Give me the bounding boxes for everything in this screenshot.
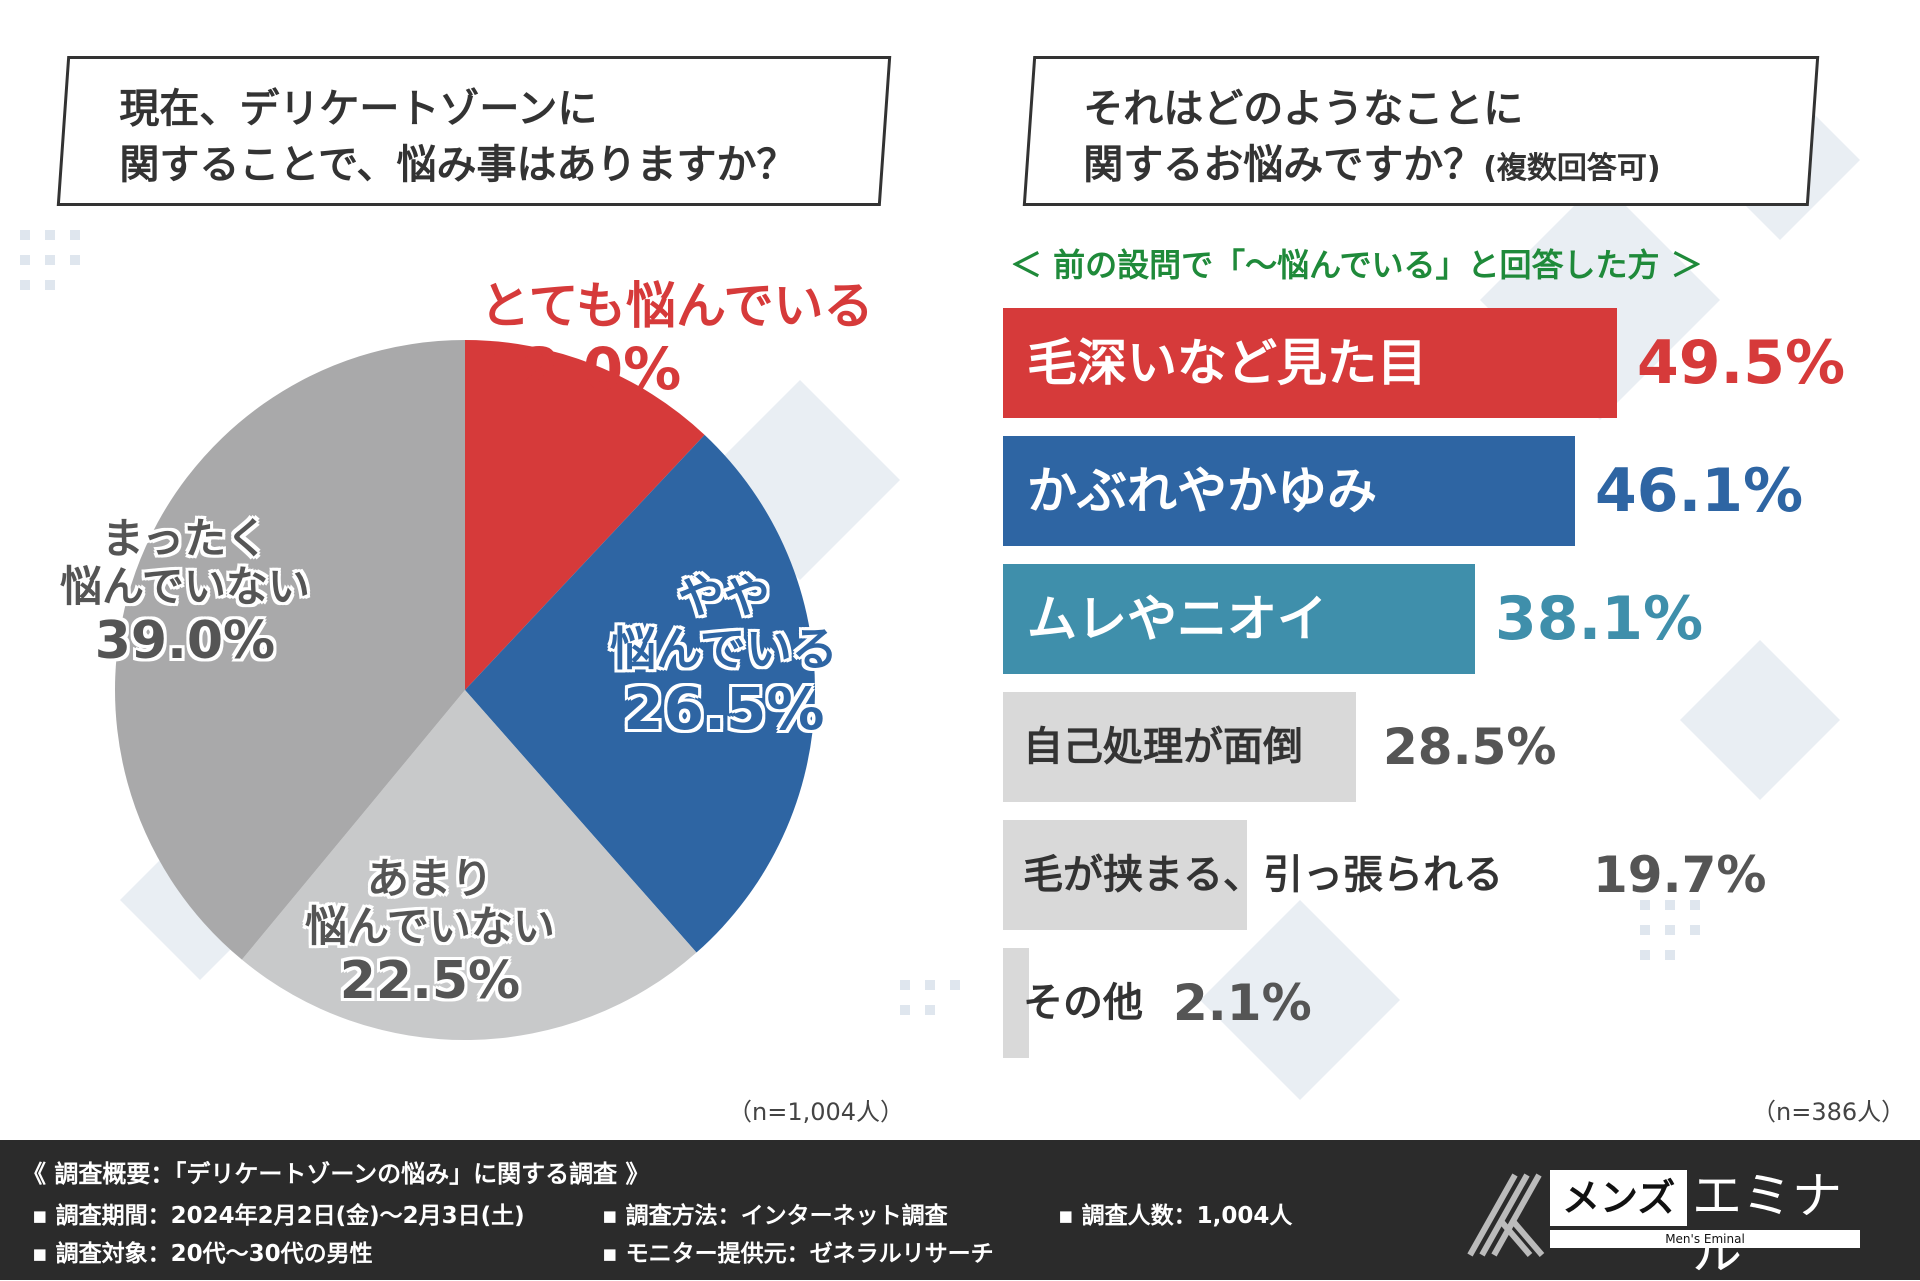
bar-n-note: （n=386人） (1752, 1098, 1906, 1126)
pie-label-text: まったく (101, 514, 269, 563)
logo-tagline: Men's Eminal (1550, 1230, 1860, 1248)
bar-label-3: 自己処理が面倒 (1023, 724, 1303, 770)
pie-label-text: やや (677, 569, 770, 623)
footer-count: ▪ 調査人数：1,004人 (1058, 1203, 1293, 1229)
bar-label-2: ムレやニオイ (1027, 590, 1327, 648)
bar-label-4: 毛が挟まる、引っ張られる (1023, 852, 1503, 898)
pie-label-text: 悩んでいない (60, 562, 310, 612)
left-question-line2: 関することで、悩み事はありますか？ (119, 142, 797, 188)
pie-percent: 12.0% (480, 334, 682, 403)
pie-chart (115, 340, 815, 1040)
pie-label-2: あまり 悩んでいない 22.5% (305, 854, 555, 1011)
pie-slice-1 (465, 434, 815, 953)
footer-period: ▪ 調査期間：2024年2月2日(金)～2月3日(土) (32, 1203, 525, 1229)
pie-label-text: あまり (366, 854, 493, 903)
logo-text-mens: メンズ (1550, 1170, 1688, 1226)
left-question-line1: 現在、デリケートゾーンに (119, 86, 598, 132)
pie-percent: 39.0% (94, 610, 276, 671)
bar-percent-2: 38.1% (1495, 584, 1704, 654)
pie-percent: 26.5% (623, 674, 825, 743)
bar-subheading: ＜ 前の設問で「～悩んでいる」と回答した方 ＞ (1010, 246, 1703, 284)
pie-label-text: とても悩んでいる (480, 277, 874, 335)
pie-label-text: 悩んでいない (305, 902, 555, 952)
pie-label-0: とても悩んでいる 12.0% (480, 277, 874, 403)
pie-slice-0 (465, 340, 705, 690)
footer-provider: ▪ モニター提供元：ゼネラルリサーチ (602, 1241, 994, 1267)
pie-label-3: まったく 悩んでいない 39.0% (60, 514, 310, 671)
logo-text-eminal: エミナル (1692, 1167, 1842, 1281)
bar-label-1: かぶれやかゆみ (1027, 462, 1377, 520)
right-question-line1: それはどのようなことに (1083, 86, 1524, 132)
logo-mark-icon (1467, 1173, 1545, 1257)
pie-slice-2 (241, 690, 697, 1040)
bar-3 (1003, 692, 1356, 802)
right-question-box: それはどのようなことに 関するお悩みですか？(複数回答可) (1022, 56, 1820, 206)
pie-label-1: やや 悩んでいる 26.5% (610, 570, 838, 742)
left-question-box: 現在、デリケートゾーンに 関することで、悩み事はありますか？ (56, 56, 892, 206)
pie-percent: 22.5% (339, 950, 521, 1011)
footer-target: ▪ 調査対象：20代～30代の男性 (32, 1241, 373, 1267)
bar-label-0: 毛深いなど見た目 (1027, 334, 1427, 392)
bar-5 (1003, 948, 1029, 1058)
bar-1 (1003, 436, 1575, 546)
brand-logo: メンズ エミナル Men's Eminal (1460, 1160, 1880, 1280)
pie-n-note: （n=1,004人） (728, 1098, 905, 1126)
pie-label-text: 悩んでいる (610, 621, 838, 676)
bar-label-5: その他 (1023, 980, 1143, 1026)
bar-0 (1003, 308, 1617, 418)
bar-4 (1003, 820, 1247, 930)
pie-slice-3 (115, 340, 466, 960)
bar-percent-1: 46.1% (1595, 456, 1804, 526)
right-question-line2: 関するお悩みですか？ (1083, 142, 1484, 188)
footer-title: 《 調査概要：「デリケートゾーンの悩み」に関する調査 》 (22, 1160, 650, 1188)
bar-percent-5: 2.1% (1173, 974, 1312, 1032)
bar-percent-0: 49.5% (1637, 328, 1846, 398)
bar-2 (1003, 564, 1475, 674)
footer-method: ▪ 調査方法：インターネット調査 (602, 1203, 948, 1229)
right-question-suffix: (複数回答可) (1483, 151, 1661, 186)
bar-percent-4: 19.7% (1593, 846, 1767, 904)
bar-percent-3: 28.5% (1383, 718, 1557, 776)
survey-footer: 《 調査概要：「デリケートゾーンの悩み」に関する調査 》 ▪ 調査期間：2024… (0, 1140, 1920, 1280)
